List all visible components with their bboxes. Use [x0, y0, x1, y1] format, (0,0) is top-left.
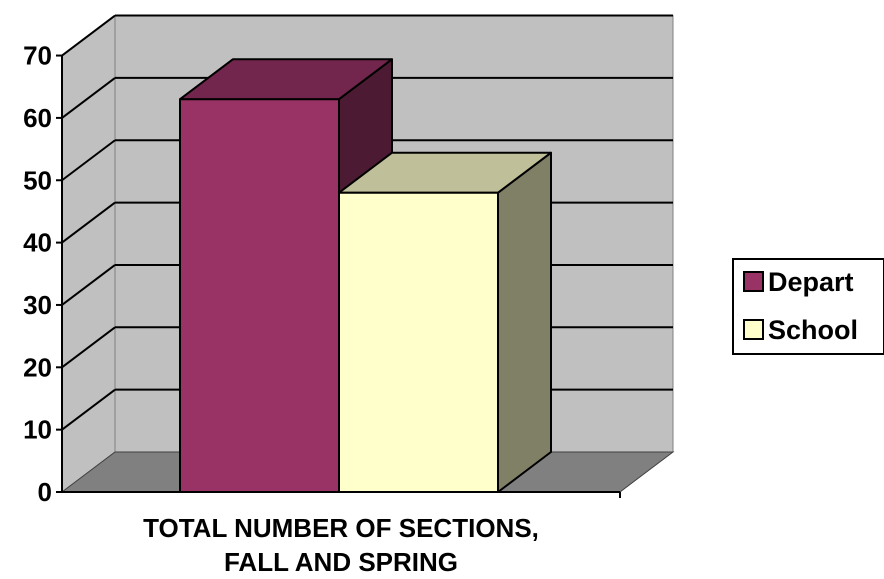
x-axis-label-line-1: TOTAL NUMBER OF SECTIONS, — [143, 513, 539, 543]
x-axis-label: TOTAL NUMBER OF SECTIONS, FALL AND SPRIN… — [143, 513, 539, 577]
y-tick-label: 20 — [23, 352, 52, 382]
y-tick-label: 60 — [23, 103, 52, 133]
y-tick-label: 0 — [38, 477, 52, 507]
gridline-side — [61, 14, 116, 57]
bars — [179, 58, 552, 493]
legend-swatch-school — [743, 319, 764, 340]
legend-label-depart: Depart — [768, 267, 854, 297]
y-tick-label: 50 — [23, 165, 52, 195]
bar-school — [338, 191, 499, 493]
gridline-side — [61, 388, 116, 431]
x-axis-label-line-2: FALL AND SPRING — [224, 547, 458, 577]
gridline-side — [61, 139, 116, 182]
y-tick-label: 40 — [23, 228, 52, 258]
gridline-side — [61, 326, 116, 369]
y-tick-label: 70 — [23, 41, 52, 71]
y-tick-label: 10 — [23, 415, 52, 445]
gridline-side — [61, 201, 116, 244]
bar-depart — [179, 98, 340, 493]
y-axis: 0 10 20 30 40 50 60 70 — [23, 41, 621, 507]
bar-side — [497, 151, 552, 493]
y-tick-label: 30 — [23, 290, 52, 320]
gridline-side — [61, 77, 116, 119]
legend: Depart School — [732, 258, 884, 355]
legend-swatch-depart — [743, 271, 764, 292]
legend-label-school: School — [768, 315, 858, 345]
gridline-side — [61, 264, 116, 306]
side-wall — [61, 14, 116, 494]
